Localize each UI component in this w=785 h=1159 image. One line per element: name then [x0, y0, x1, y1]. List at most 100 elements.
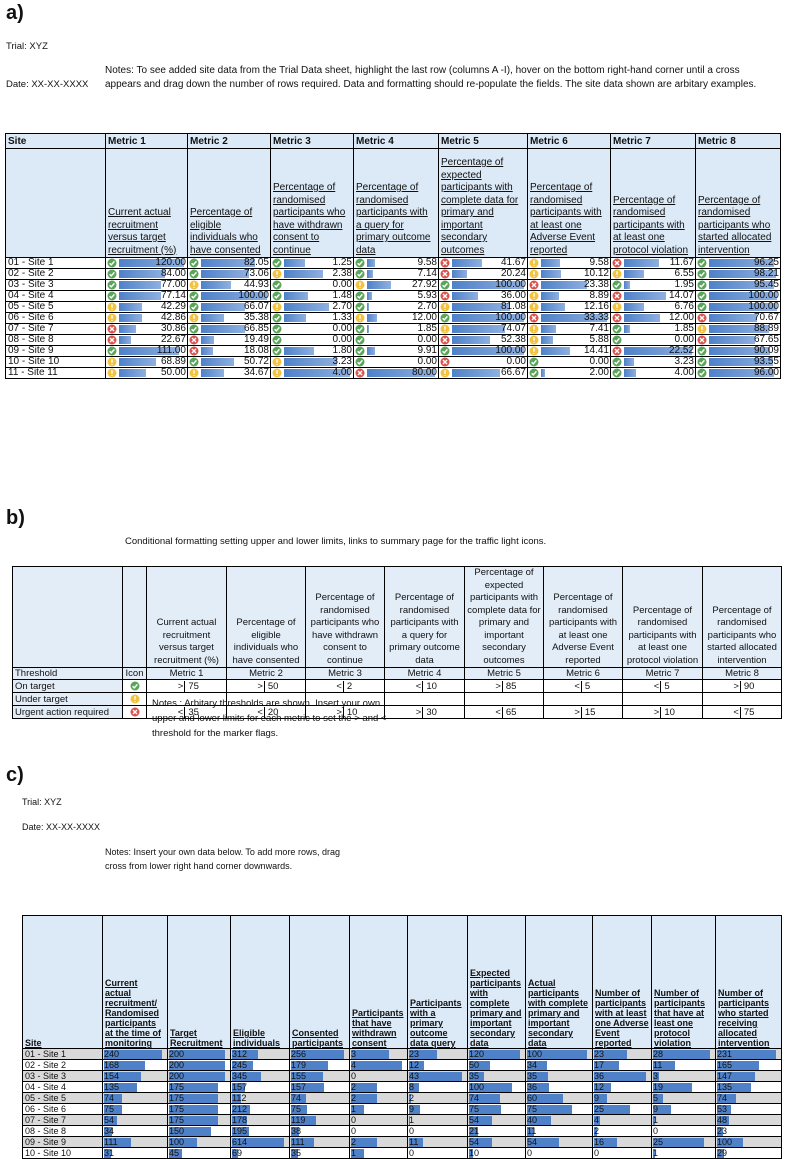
data-bar: [169, 1050, 225, 1059]
value-cell: 22.52: [610, 345, 696, 357]
cell: 12.00: [612, 313, 694, 323]
value-cell: 175: [167, 1103, 231, 1115]
data-bar: [119, 325, 136, 333]
description-cell: Current actual recruitment versus target…: [146, 566, 227, 668]
value-cell: 100.00: [695, 301, 781, 313]
data-bar: [104, 1050, 162, 1059]
data-bar: [709, 270, 776, 278]
value-cell: 1.33: [270, 312, 354, 324]
data-bar: [624, 347, 692, 355]
value-cell: 19: [651, 1081, 716, 1093]
value-label: 17: [594, 1060, 605, 1070]
data-bar: [201, 270, 250, 278]
cell: 1.80: [272, 346, 352, 356]
value-label: 5.93: [417, 290, 437, 301]
value-cell: 345: [230, 1070, 290, 1082]
data-bar: [232, 1083, 246, 1092]
value-label: 19.49: [243, 334, 269, 345]
value-cell: 20.24: [438, 268, 528, 280]
cell: 119: [291, 1116, 348, 1125]
data-bar: [717, 1083, 752, 1092]
value-label: 100: [469, 1082, 485, 1092]
value-label: 345: [232, 1071, 248, 1081]
site-cell: 10 - Site 10: [5, 356, 106, 368]
threshold-cell: [543, 692, 623, 706]
value-label: 12.16: [583, 301, 609, 312]
threshold: >75: [148, 680, 226, 692]
value-label: 80.00: [411, 367, 437, 378]
data-bar: [284, 259, 305, 267]
traffic-light-icon: [697, 357, 707, 367]
cell: 10.12: [529, 269, 609, 279]
traffic-light-icon: [529, 302, 539, 312]
value-cell: 1: [407, 1114, 468, 1126]
data-bar: [709, 281, 774, 289]
data-row: 07 - Site 7 30.86 66.85 0.00 1.85 74.07 7.41 1.…: [5, 323, 781, 335]
cell: 53: [717, 1105, 780, 1114]
cell: 74: [291, 1094, 348, 1103]
data-bar: [201, 347, 213, 355]
value-label: 88.89: [753, 323, 779, 334]
value-cell: 200: [167, 1070, 231, 1082]
cell: 70.67: [697, 313, 779, 323]
cell: 155: [291, 1072, 348, 1081]
value-label: 42.86: [160, 312, 186, 323]
data-bar: [624, 270, 644, 278]
value-cell: 1.25: [270, 257, 354, 269]
header-cell: Number of participants who started recei…: [715, 915, 782, 1049]
data-bar: [351, 1083, 377, 1092]
row-label: Under target: [12, 692, 123, 706]
value-label: 34: [104, 1126, 115, 1136]
cell: 345: [232, 1071, 288, 1081]
value-cell: 0.00: [438, 356, 528, 368]
traffic-light-icon: [130, 694, 139, 704]
threshold-row: On target >75 >50 <2 <10 >85 <5 <5 >90: [12, 679, 782, 693]
value-label: 0: [351, 1071, 357, 1081]
data-bar: [469, 1127, 478, 1136]
data-bar: [541, 303, 566, 311]
value-label: 77.14: [160, 290, 186, 301]
data-bar: [452, 270, 467, 278]
threshold: >10: [624, 706, 702, 718]
data-bar: [169, 1138, 197, 1147]
value-label: 3.23: [674, 356, 694, 367]
value-label: 75: [527, 1104, 538, 1114]
data-bar: [284, 358, 338, 366]
header-cell: Metric 1: [146, 667, 227, 680]
header-row: Site Metric 1 Metric 2 Metric 3 Metric 4 Metr…: [5, 133, 781, 149]
value-cell: 614: [230, 1136, 290, 1148]
value-cell: 1: [651, 1147, 716, 1159]
traffic-light-icon: [355, 302, 365, 312]
value-label: 19: [653, 1082, 664, 1092]
header-cell: Participants with a primary outcome data…: [407, 915, 468, 1049]
value-cell: 0.00: [270, 279, 354, 291]
threshold-value: 15: [584, 706, 596, 718]
value-label: 14.41: [583, 345, 609, 356]
data-bar: [169, 1105, 218, 1114]
data-bar: [624, 303, 645, 311]
threshold-cell: <5: [543, 679, 623, 693]
cell: 2.70: [355, 302, 437, 312]
traffic-light-icon: [355, 313, 365, 323]
data-bar: [594, 1072, 646, 1081]
value-label: 175: [169, 1115, 185, 1125]
value-cell: 68.89: [105, 356, 188, 368]
caption: Conditional formatting setting upper and…: [125, 536, 547, 547]
cell: 1: [653, 1149, 714, 1158]
value-cell: 100.00: [438, 345, 528, 357]
value-label: 25: [653, 1137, 664, 1147]
value-cell: 111.00: [105, 345, 188, 357]
value-label: 135: [717, 1082, 733, 1092]
threshold-cell: [226, 692, 306, 706]
value-cell: 6.55: [610, 268, 696, 280]
cell: 7.14: [355, 269, 437, 279]
cell: 81.08: [440, 302, 526, 312]
data-bar: [169, 1149, 182, 1158]
site-cell: 05 - Site 5: [5, 301, 106, 313]
traffic-light-icon: [612, 346, 622, 356]
value-label: 200: [169, 1071, 185, 1081]
value-label: 34: [527, 1060, 538, 1070]
value-cell: 11: [525, 1125, 593, 1137]
traffic-light-icon: [440, 291, 450, 301]
threshold-cell: <35: [146, 705, 227, 719]
